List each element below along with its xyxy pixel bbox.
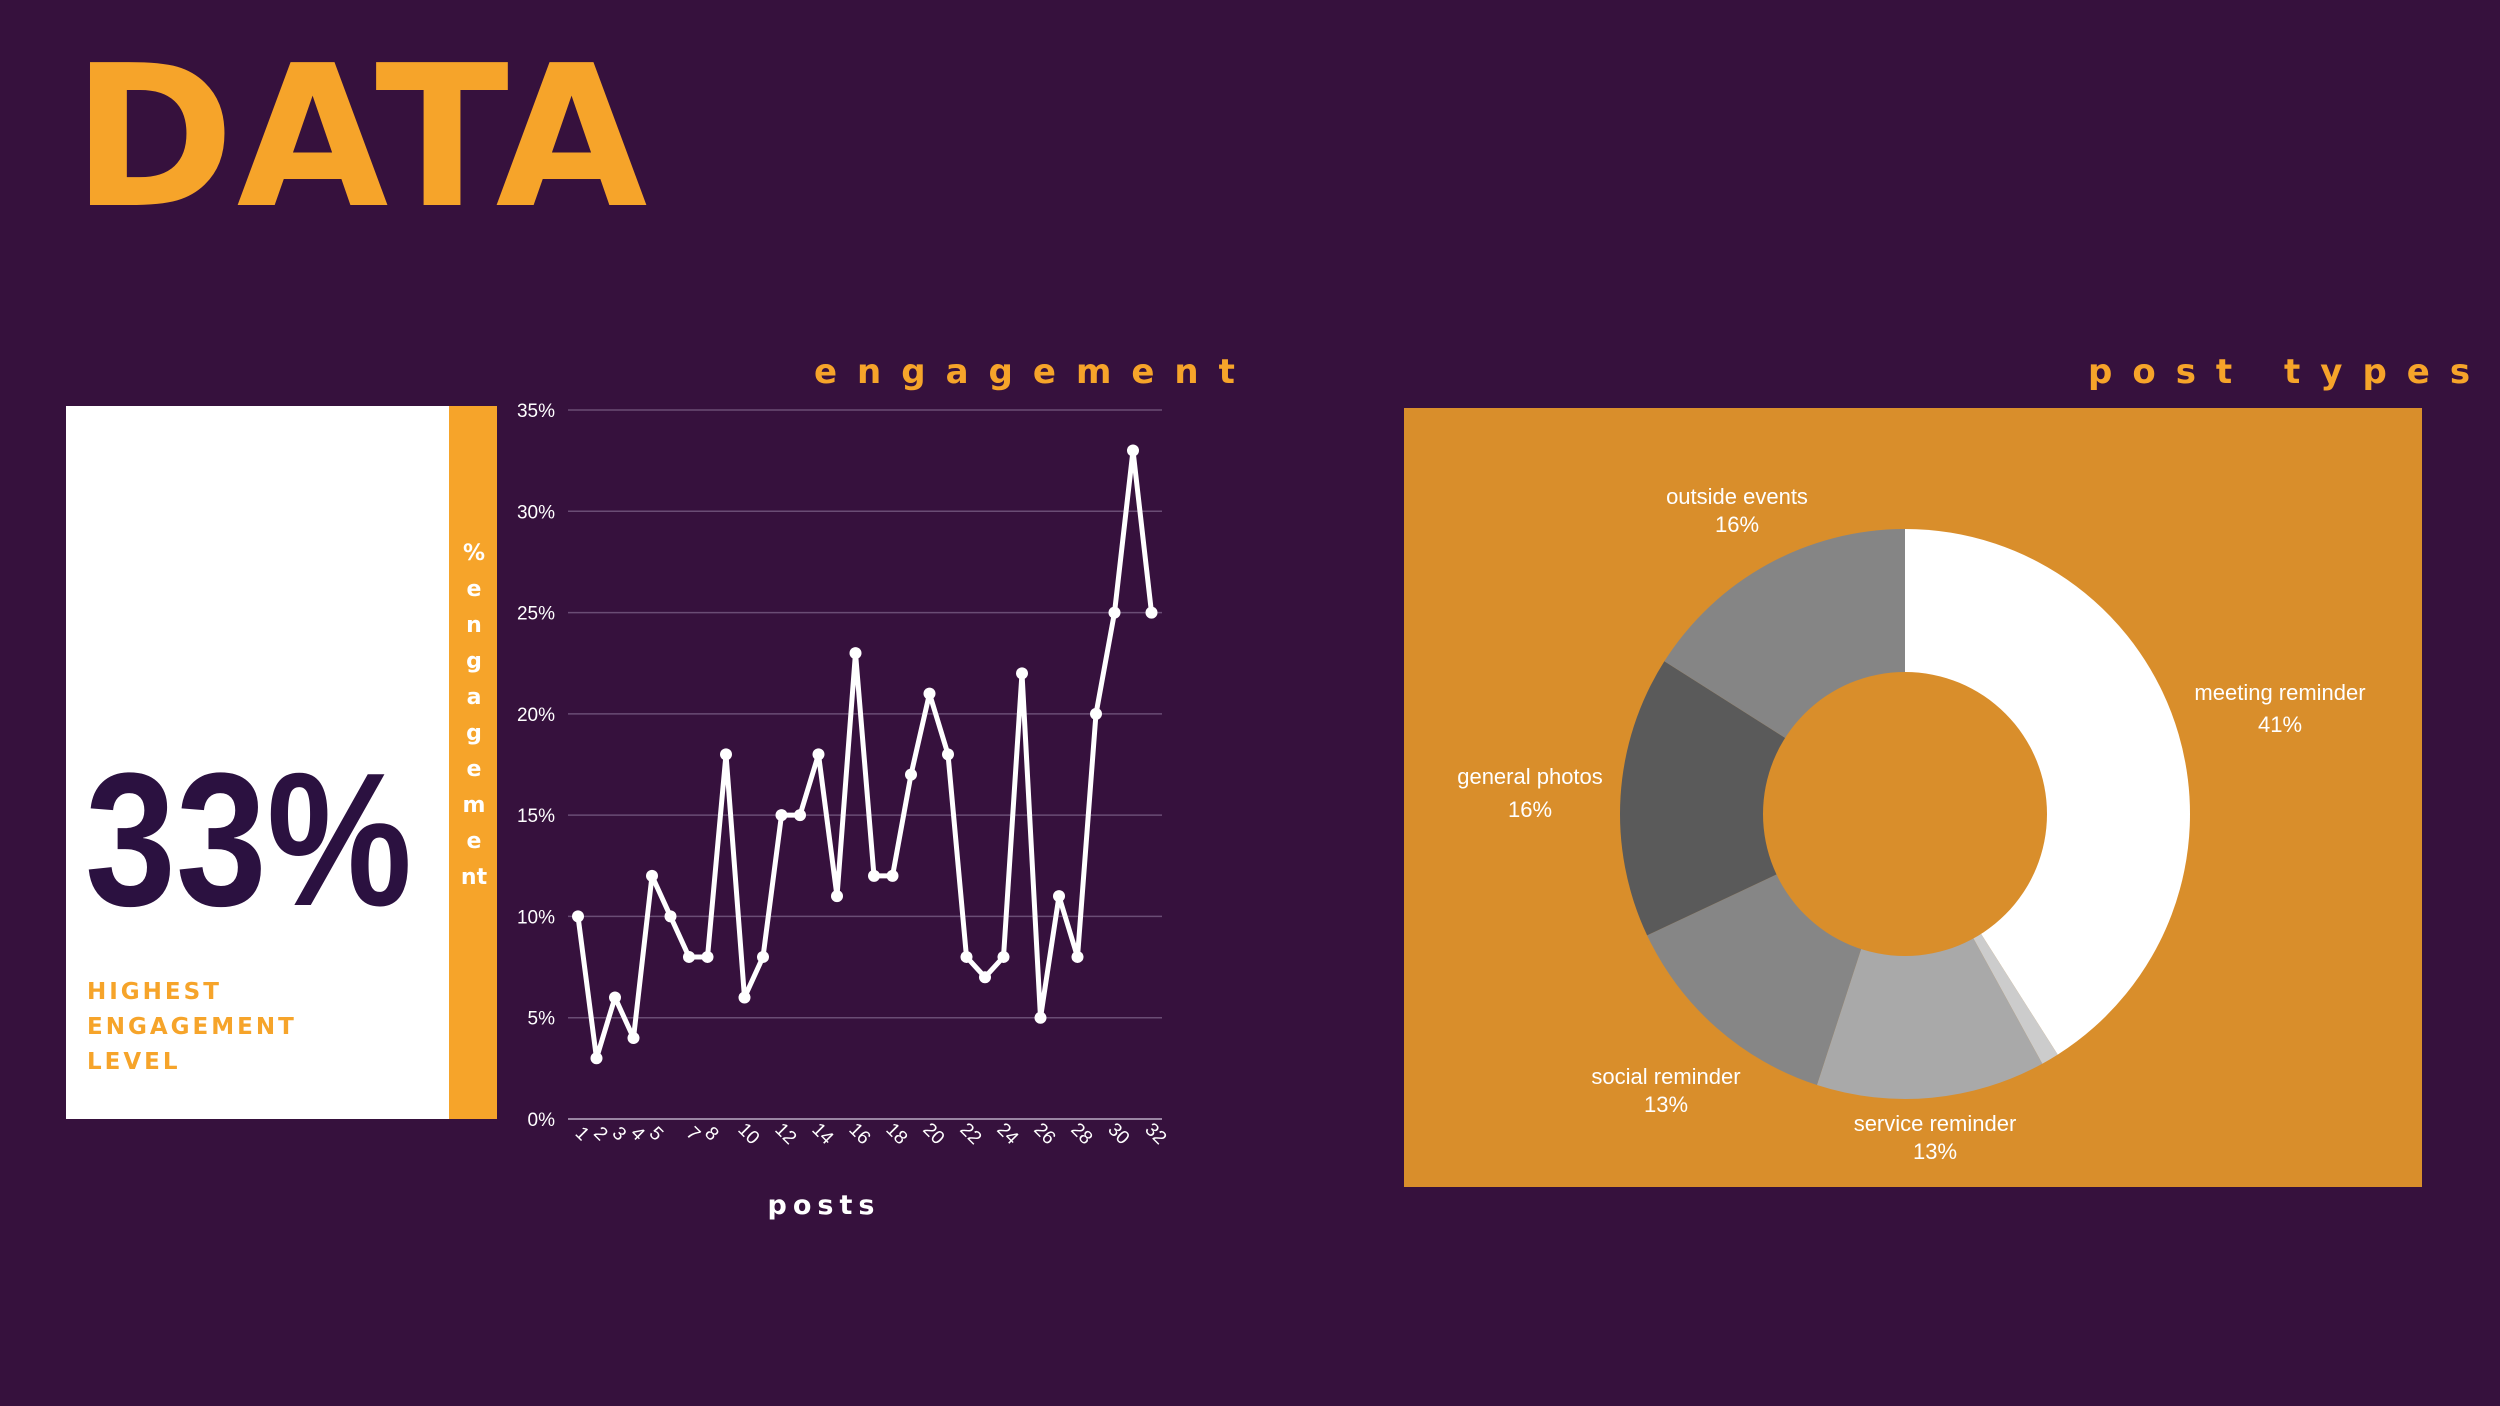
- data-point: [664, 910, 677, 923]
- pie-slice-value: 41%: [2258, 712, 2302, 737]
- data-point: [849, 647, 862, 660]
- engagement-series-line: [575, 448, 1154, 1061]
- highlight-card: [66, 406, 449, 1119]
- data-point: [1145, 606, 1158, 619]
- post-types-chart-title: post types: [2088, 352, 2491, 392]
- y-tick-label: 10%: [517, 907, 555, 928]
- y-tick-label: 35%: [517, 401, 555, 422]
- data-point: [590, 1052, 603, 1065]
- data-point: [997, 950, 1010, 963]
- data-point: [646, 869, 658, 882]
- data-point: [775, 809, 788, 822]
- pie-slice-value: 13%: [1913, 1139, 1957, 1164]
- pie-slice-label: outside events: [1666, 484, 1808, 509]
- pie-slice-value: 13%: [1644, 1092, 1688, 1117]
- data-point: [905, 768, 917, 781]
- data-point: [831, 890, 843, 903]
- donut-hole: [1763, 672, 2047, 956]
- caption-line-3: LEVEL: [87, 1049, 181, 1075]
- data-point: [868, 869, 880, 882]
- y-tick-label: 25%: [517, 604, 555, 625]
- data-point: [1071, 950, 1084, 963]
- pie-slice-label: social reminder: [1591, 1064, 1740, 1089]
- pie-slice-label: general photos: [1457, 764, 1603, 789]
- data-point: [683, 950, 695, 963]
- data-point: [960, 950, 973, 963]
- y-tick-label: 30%: [517, 502, 555, 523]
- highest-engagement-value: 33%: [85, 734, 413, 946]
- data-point: [794, 809, 806, 822]
- y-tick-label: 15%: [517, 806, 555, 827]
- engagement-y-axis-label: % engagement: [460, 541, 488, 890]
- data-point: [1016, 667, 1028, 680]
- caption-line-2: ENGAGEMENT: [87, 1014, 297, 1040]
- data-point: [1127, 444, 1139, 457]
- data-point: [923, 687, 936, 700]
- highest-engagement-caption: HIGHEST ENGAGEMENT LEVEL: [87, 975, 387, 1080]
- data-point: [1108, 606, 1121, 619]
- data-point: [1034, 1011, 1047, 1024]
- data-point: [572, 910, 584, 923]
- y-tick-label: 0%: [528, 1110, 556, 1131]
- data-point: [979, 971, 991, 984]
- data-point: [942, 748, 954, 761]
- data-point: [1053, 890, 1065, 903]
- data-point: [757, 950, 769, 963]
- data-point: [1090, 707, 1102, 720]
- y-tick-label: 20%: [517, 705, 555, 726]
- data-point: [720, 748, 732, 761]
- data-point: [738, 991, 751, 1004]
- pie-slice-value: 16%: [1508, 797, 1552, 822]
- pie-slice: [1620, 661, 1905, 936]
- pie-slice-label: meeting reminder: [2194, 680, 2365, 705]
- engagement-chart-title: engagement: [814, 352, 1255, 392]
- x-axis-label: posts: [768, 1190, 881, 1221]
- card-accent-stripe: [449, 406, 497, 1119]
- pie-slice-value: 16%: [1715, 512, 1759, 537]
- data-point: [609, 991, 621, 1004]
- y-tick-label: 5%: [528, 1009, 556, 1030]
- pie-slice-label: service reminder: [1854, 1111, 2017, 1136]
- pie-slice: [1816, 814, 2043, 1099]
- data-point: [701, 950, 714, 963]
- data-point: [627, 1031, 640, 1044]
- data-point: [812, 748, 825, 761]
- caption-line-1: HIGHEST: [87, 979, 222, 1005]
- data-point: [886, 869, 899, 882]
- page-title: DATA: [72, 24, 650, 252]
